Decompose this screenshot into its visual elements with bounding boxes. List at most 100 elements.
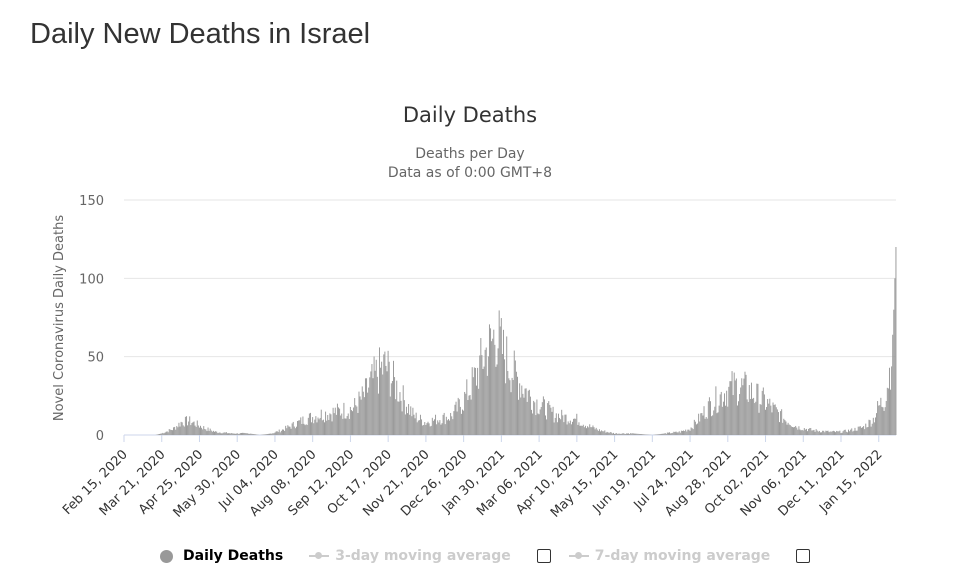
bar — [894, 278, 896, 435]
bar — [730, 381, 732, 435]
bar — [215, 431, 217, 435]
bar — [785, 421, 787, 435]
bar — [200, 425, 201, 435]
bar — [157, 434, 159, 435]
chart-subtitle-line-1: Deaths per Day — [415, 146, 524, 162]
bar — [334, 407, 336, 435]
bar — [452, 419, 454, 435]
bar — [272, 433, 274, 435]
bar — [404, 414, 406, 435]
bar — [639, 434, 641, 435]
bar — [279, 432, 281, 435]
bar — [402, 385, 404, 435]
bar — [568, 423, 570, 435]
bar — [576, 413, 578, 435]
bar — [603, 431, 605, 435]
bar — [662, 433, 664, 435]
bar — [592, 425, 594, 435]
line-marker-icon — [309, 550, 330, 562]
bar — [411, 416, 413, 435]
bar — [521, 385, 523, 435]
bar — [887, 388, 889, 435]
chart-subtitle-line-2: Data as of 0:00 GMT+8 — [388, 165, 552, 181]
bar — [182, 425, 184, 435]
bar — [332, 407, 334, 435]
bar — [232, 433, 234, 435]
bar — [518, 399, 520, 435]
bar — [315, 416, 317, 435]
bar — [320, 409, 322, 435]
bar — [684, 431, 686, 435]
bar — [345, 418, 347, 435]
bar — [450, 412, 452, 435]
bar — [632, 433, 634, 435]
bar — [812, 430, 814, 435]
bar — [514, 360, 516, 435]
bar — [269, 433, 270, 435]
bar — [747, 401, 749, 435]
bar — [414, 418, 416, 435]
bar — [249, 433, 251, 435]
bar — [454, 404, 456, 435]
bar — [307, 417, 309, 435]
bar — [774, 404, 776, 435]
bar — [354, 398, 356, 435]
bar — [184, 416, 186, 435]
bar — [167, 432, 169, 435]
7-day-average-checkbox[interactable] — [796, 549, 811, 563]
bar — [675, 431, 677, 435]
bar — [699, 421, 701, 435]
bar — [722, 401, 724, 435]
bar — [834, 431, 835, 435]
bar — [483, 366, 485, 435]
bar — [605, 432, 607, 435]
bar — [719, 394, 721, 435]
legend-item-7-day-average[interactable]: 7-day moving average — [568, 548, 770, 564]
bar — [693, 419, 695, 435]
bar — [224, 432, 226, 435]
bar — [767, 399, 769, 435]
y-tick-label: 50 — [87, 351, 104, 366]
bar — [512, 380, 514, 435]
y-axis-label: Novel Coronavirus Daily Deaths — [52, 215, 67, 421]
bar — [448, 419, 449, 435]
bar — [513, 350, 515, 435]
bar — [419, 414, 421, 435]
bar — [498, 310, 500, 435]
bar — [160, 433, 162, 435]
page-title: Daily New Deaths in Israel — [30, 18, 371, 50]
bar — [895, 247, 897, 435]
bar — [695, 424, 697, 435]
bar — [212, 430, 214, 435]
bar — [360, 399, 362, 435]
bar — [876, 413, 878, 435]
bar — [602, 431, 604, 435]
bar — [217, 432, 219, 435]
bar — [166, 431, 168, 435]
bar — [611, 433, 613, 435]
bar — [858, 426, 860, 435]
legend-item-3-day-average[interactable]: 3-day moving average — [309, 548, 511, 564]
bar — [346, 416, 348, 435]
bar — [506, 336, 508, 435]
bar — [890, 389, 892, 435]
bar — [717, 412, 719, 435]
3-day-average-checkbox[interactable] — [536, 549, 551, 563]
bar — [234, 433, 236, 435]
bar — [341, 413, 343, 435]
bar — [561, 409, 563, 435]
bar — [239, 433, 241, 435]
bar — [704, 418, 706, 435]
x-tick-label: Aug 08, 2020 — [247, 447, 319, 519]
bar — [317, 417, 319, 435]
bar — [240, 432, 242, 435]
bar — [746, 399, 748, 435]
bar — [705, 417, 707, 435]
bar — [469, 395, 471, 435]
legend-item-daily-deaths[interactable]: Daily Deaths — [160, 548, 283, 564]
bar — [566, 424, 568, 435]
bar — [846, 432, 848, 435]
bar — [347, 413, 349, 435]
bar — [265, 434, 267, 435]
bar — [547, 403, 549, 435]
